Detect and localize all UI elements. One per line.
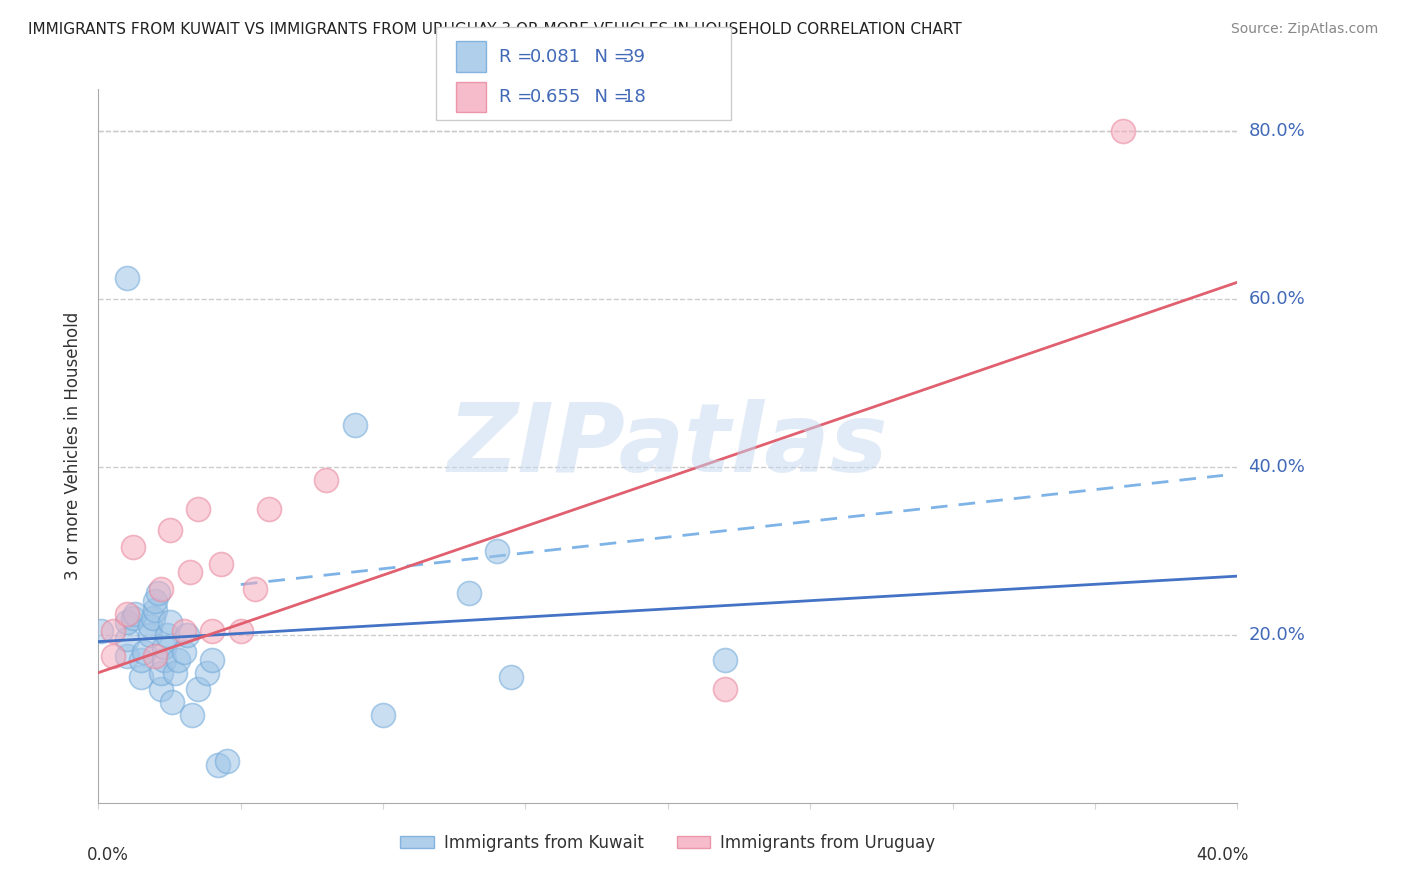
- Point: [1112, 124, 1135, 138]
- Point: [150, 582, 173, 596]
- Point: [343, 417, 366, 432]
- Point: [90, 624, 112, 638]
- Y-axis label: 3 or more Vehicles in Household: 3 or more Vehicles in Household: [65, 312, 83, 580]
- Point: [141, 611, 163, 625]
- Point: [486, 544, 509, 558]
- Point: [243, 582, 266, 596]
- Point: [115, 271, 138, 285]
- Point: [129, 670, 152, 684]
- Point: [153, 640, 176, 655]
- Text: 20.0%: 20.0%: [1249, 626, 1305, 644]
- Point: [229, 624, 252, 638]
- Point: [159, 615, 181, 630]
- Point: [179, 565, 201, 579]
- Point: [129, 653, 152, 667]
- Point: [187, 502, 209, 516]
- Text: 18: 18: [623, 88, 645, 106]
- Point: [150, 682, 173, 697]
- Point: [201, 624, 224, 638]
- Point: [195, 665, 218, 680]
- Point: [714, 653, 737, 667]
- Text: 60.0%: 60.0%: [1249, 290, 1305, 308]
- Point: [101, 648, 124, 663]
- Point: [457, 586, 479, 600]
- Point: [121, 611, 143, 625]
- Text: 0.0%: 0.0%: [87, 846, 129, 863]
- Point: [207, 758, 229, 772]
- Point: [115, 607, 138, 621]
- Point: [148, 586, 170, 600]
- Point: [259, 502, 281, 516]
- Text: R =: R =: [499, 47, 538, 66]
- Point: [145, 603, 167, 617]
- Point: [173, 645, 195, 659]
- Point: [187, 682, 209, 697]
- Point: [115, 615, 138, 630]
- Point: [145, 648, 167, 663]
- Point: [115, 632, 138, 646]
- Point: [124, 607, 146, 621]
- Point: [138, 619, 160, 633]
- Point: [132, 645, 155, 659]
- Point: [173, 624, 195, 638]
- Text: N =: N =: [583, 88, 636, 106]
- Legend: Immigrants from Kuwait, Immigrants from Uruguay: Immigrants from Kuwait, Immigrants from …: [394, 828, 942, 859]
- Point: [315, 473, 337, 487]
- Point: [181, 707, 204, 722]
- Point: [215, 754, 238, 768]
- Text: 40.0%: 40.0%: [1197, 846, 1249, 863]
- Point: [201, 653, 224, 667]
- Text: 39: 39: [623, 47, 645, 66]
- Text: R =: R =: [499, 88, 538, 106]
- Text: IMMIGRANTS FROM KUWAIT VS IMMIGRANTS FROM URUGUAY 3 OR MORE VEHICLES IN HOUSEHOL: IMMIGRANTS FROM KUWAIT VS IMMIGRANTS FRO…: [28, 22, 962, 37]
- Point: [167, 653, 190, 667]
- Point: [156, 628, 179, 642]
- Point: [162, 695, 184, 709]
- Text: 40.0%: 40.0%: [1249, 458, 1305, 476]
- Point: [176, 628, 198, 642]
- Point: [138, 628, 160, 642]
- Point: [501, 670, 523, 684]
- Text: 80.0%: 80.0%: [1249, 122, 1305, 140]
- Point: [150, 665, 173, 680]
- Point: [373, 707, 395, 722]
- Point: [145, 594, 167, 608]
- Point: [714, 682, 737, 697]
- Point: [153, 653, 176, 667]
- Text: Source: ZipAtlas.com: Source: ZipAtlas.com: [1230, 22, 1378, 37]
- Point: [209, 557, 232, 571]
- Text: 0.081: 0.081: [530, 47, 581, 66]
- Point: [115, 648, 138, 663]
- Point: [101, 624, 124, 638]
- Text: ZIPatlas: ZIPatlas: [447, 400, 889, 492]
- Point: [121, 540, 143, 554]
- Point: [165, 665, 187, 680]
- Point: [159, 523, 181, 537]
- Text: 0.655: 0.655: [530, 88, 582, 106]
- Text: N =: N =: [583, 47, 636, 66]
